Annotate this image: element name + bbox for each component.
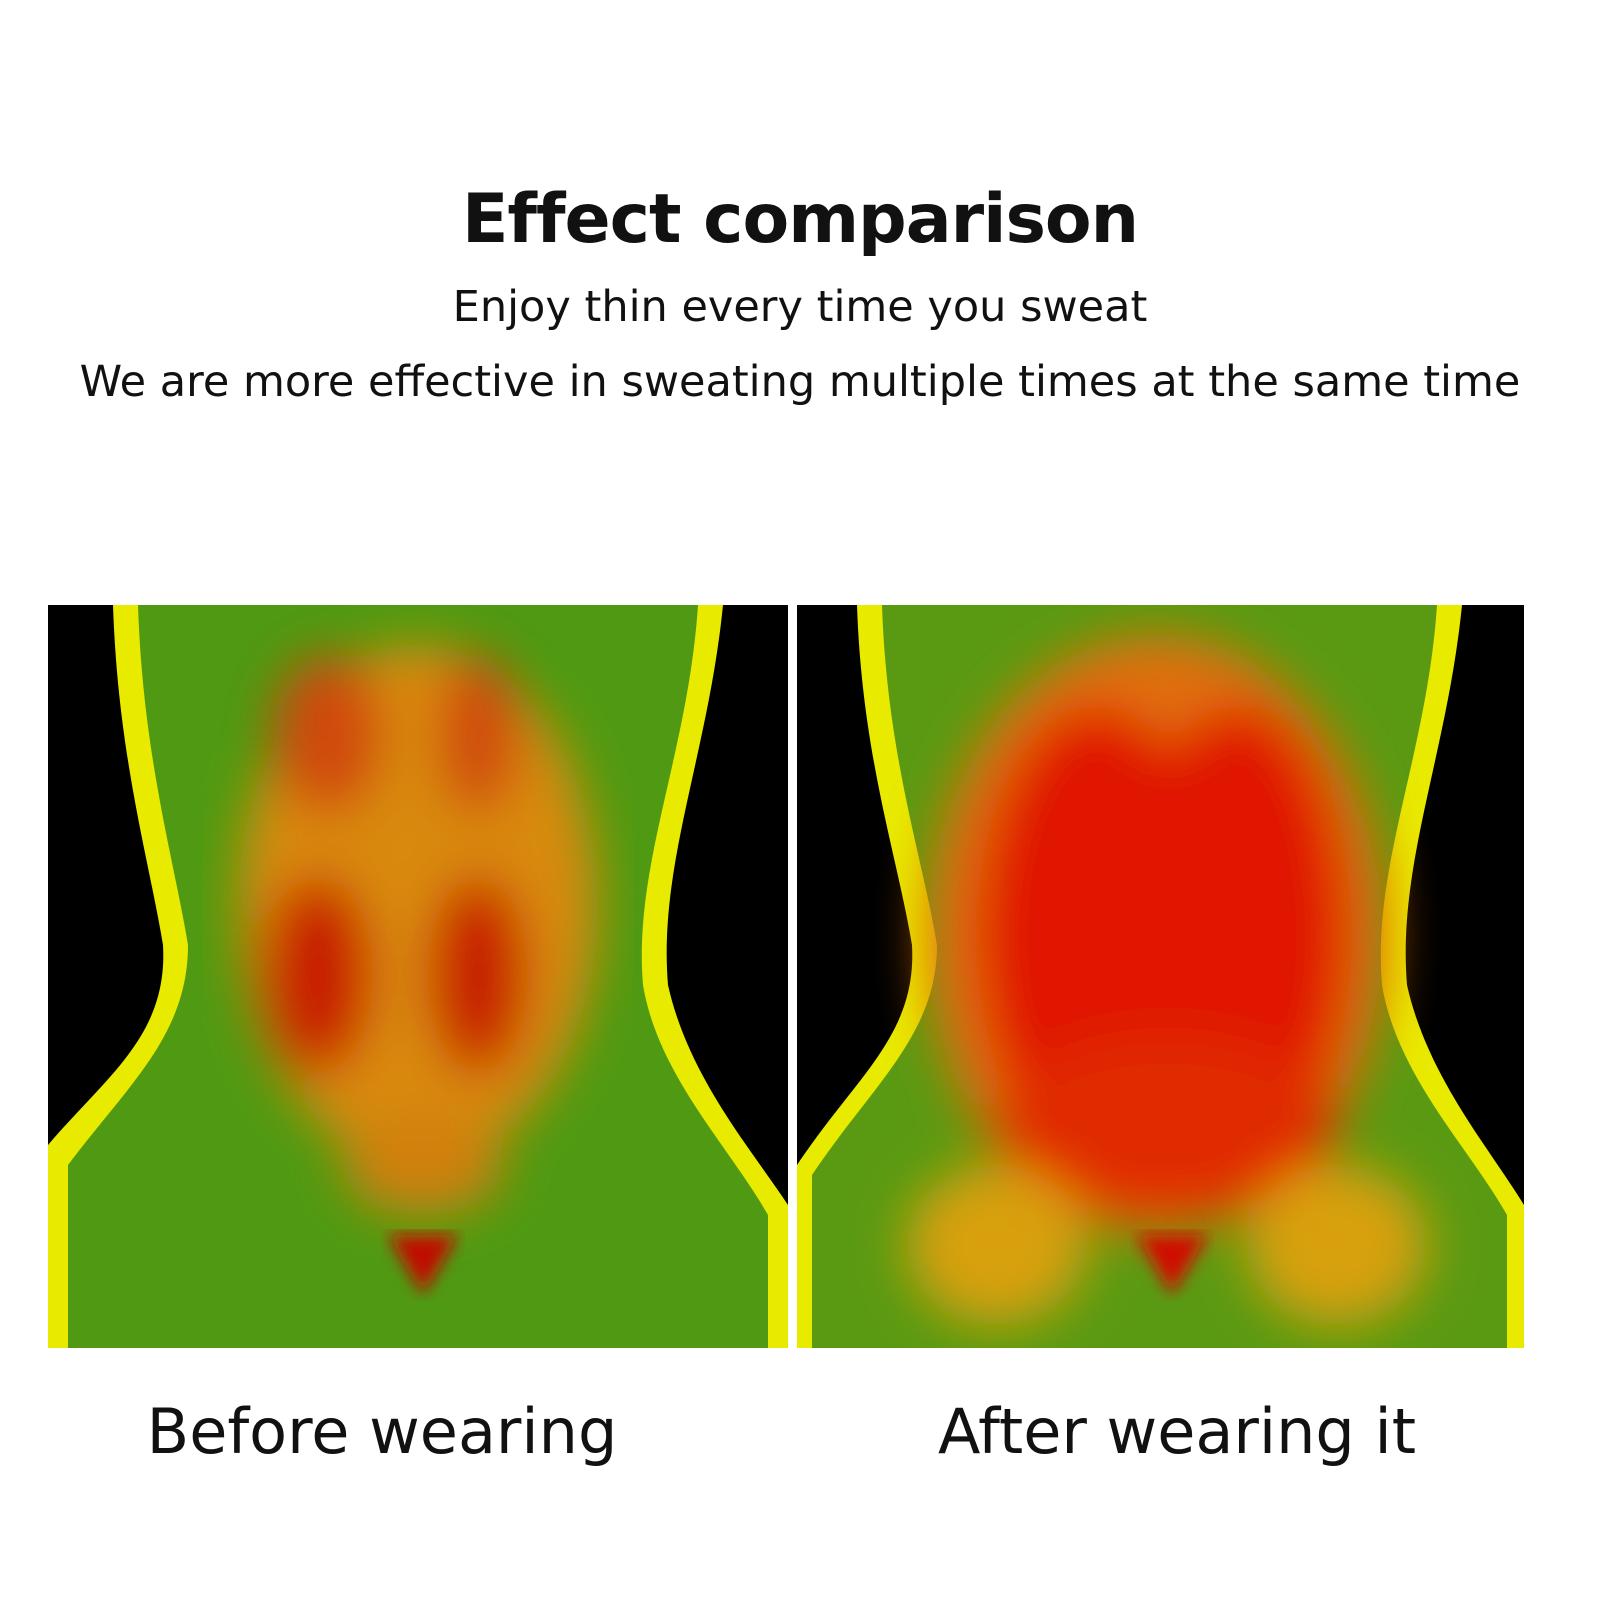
tagline: We are more effective in sweating multip… xyxy=(79,357,1521,407)
before-thermal-image xyxy=(48,605,788,1348)
after-label: After wearing it xyxy=(937,1395,1417,1468)
subtitle: Enjoy thin every time you sweat xyxy=(452,282,1148,332)
page-title: Effect comparison xyxy=(461,180,1139,259)
before-label: Before wearing xyxy=(146,1395,618,1468)
after-thermal-image xyxy=(797,605,1524,1348)
